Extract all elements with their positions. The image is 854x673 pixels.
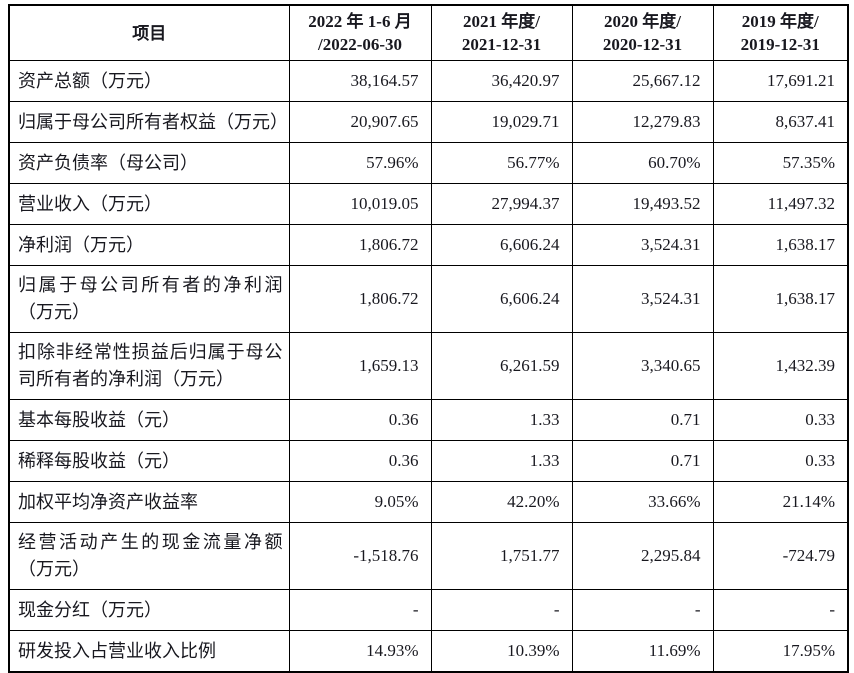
cell-value: 3,340.65 — [571, 332, 714, 400]
table-row: 经营活动产生的现金流量净额（万元） -1,518.76 1,751.77 2,2… — [8, 522, 849, 590]
cell-value: 1.33 — [430, 399, 573, 441]
row-label: 经营活动产生的现金流量净额（万元） — [8, 522, 290, 590]
cell-value: 19,493.52 — [571, 183, 714, 225]
cell-value: 25,667.12 — [571, 60, 714, 102]
row-label: 归属于母公司所有者权益（万元） — [8, 101, 290, 143]
cell-value: 0.71 — [571, 440, 714, 482]
cell-value: 2,295.84 — [571, 522, 714, 590]
cell-value: - — [712, 589, 849, 631]
cell-value: - — [571, 589, 714, 631]
table-row: 基本每股收益（元） 0.36 1.33 0.71 0.33 — [8, 399, 849, 441]
cell-value: 1,432.39 — [712, 332, 849, 400]
table-row: 归属于母公司所有者权益（万元） 20,907.65 19,029.71 12,2… — [8, 101, 849, 143]
cell-value: 1,638.17 — [712, 224, 849, 266]
cell-value: 17,691.21 — [712, 60, 849, 102]
cell-value: 21.14% — [712, 481, 849, 523]
table-header-row: 项目 2022 年 1-6 月 /2022-06-30 2021 年度/ 202… — [8, 4, 849, 61]
table-row: 扣除非经常性损益后归属于母公司所有者的净利润（万元） 1,659.13 6,26… — [8, 332, 849, 400]
row-label: 资产负债率（母公司） — [8, 142, 290, 184]
table-row: 稀释每股收益（元） 0.36 1.33 0.71 0.33 — [8, 440, 849, 482]
cell-value: 1,751.77 — [430, 522, 573, 590]
cell-value: 57.35% — [712, 142, 849, 184]
cell-value: 1,638.17 — [712, 265, 849, 333]
cell-value: - — [430, 589, 573, 631]
cell-value: 10,019.05 — [288, 183, 432, 225]
cell-value: 3,524.31 — [571, 265, 714, 333]
table-row: 研发投入占营业收入比例 14.93% 10.39% 11.69% 17.95% — [8, 630, 849, 673]
row-label: 资产总额（万元） — [8, 60, 290, 102]
table-row: 现金分红（万元） - - - - — [8, 589, 849, 631]
cell-value: 38,164.57 — [288, 60, 432, 102]
cell-value: 3,524.31 — [571, 224, 714, 266]
cell-value: 56.77% — [430, 142, 573, 184]
cell-value: 42.20% — [430, 481, 573, 523]
cell-value: 6,606.24 — [430, 224, 573, 266]
cell-value: 0.36 — [288, 399, 432, 441]
cell-value: 20,907.65 — [288, 101, 432, 143]
column-header-2020: 2020 年度/ 2020-12-31 — [571, 4, 714, 61]
table-row: 营业收入（万元） 10,019.05 27,994.37 19,493.52 1… — [8, 183, 849, 225]
row-label: 扣除非经常性损益后归属于母公司所有者的净利润（万元） — [8, 332, 290, 400]
row-label: 净利润（万元） — [8, 224, 290, 266]
cell-value: -724.79 — [712, 522, 849, 590]
cell-value: 19,029.71 — [430, 101, 573, 143]
column-header-2022: 2022 年 1-6 月 /2022-06-30 — [288, 4, 432, 61]
row-label: 研发投入占营业收入比例 — [8, 630, 290, 673]
cell-value: 0.71 — [571, 399, 714, 441]
cell-value: 6,606.24 — [430, 265, 573, 333]
cell-value: 11,497.32 — [712, 183, 849, 225]
cell-value: 0.33 — [712, 440, 849, 482]
cell-value: 1,806.72 — [288, 265, 432, 333]
cell-value: 10.39% — [430, 630, 573, 673]
cell-value: 6,261.59 — [430, 332, 573, 400]
cell-value: 0.36 — [288, 440, 432, 482]
column-header-2019: 2019 年度/ 2019-12-31 — [712, 4, 849, 61]
cell-value: 8,637.41 — [712, 101, 849, 143]
cell-value: 33.66% — [571, 481, 714, 523]
cell-value: 1,659.13 — [288, 332, 432, 400]
cell-value: 11.69% — [571, 630, 714, 673]
cell-value: 27,994.37 — [430, 183, 573, 225]
financial-indicators-table: 项目 2022 年 1-6 月 /2022-06-30 2021 年度/ 202… — [8, 4, 849, 673]
cell-value: 9.05% — [288, 481, 432, 523]
row-label: 基本每股收益（元） — [8, 399, 290, 441]
cell-value: 57.96% — [288, 142, 432, 184]
column-header-2021: 2021 年度/ 2021-12-31 — [430, 4, 573, 61]
cell-value: 12,279.83 — [571, 101, 714, 143]
cell-value: 36,420.97 — [430, 60, 573, 102]
cell-value: 60.70% — [571, 142, 714, 184]
table-row: 净利润（万元） 1,806.72 6,606.24 3,524.31 1,638… — [8, 224, 849, 266]
table-row: 归属于母公司所有者的净利润（万元） 1,806.72 6,606.24 3,52… — [8, 265, 849, 333]
row-label: 现金分红（万元） — [8, 589, 290, 631]
row-label: 归属于母公司所有者的净利润（万元） — [8, 265, 290, 333]
cell-value: - — [288, 589, 432, 631]
row-label: 稀释每股收益（元） — [8, 440, 290, 482]
cell-value: -1,518.76 — [288, 522, 432, 590]
cell-value: 14.93% — [288, 630, 432, 673]
cell-value: 1,806.72 — [288, 224, 432, 266]
column-header-item: 项目 — [8, 4, 290, 61]
cell-value: 17.95% — [712, 630, 849, 673]
cell-value: 1.33 — [430, 440, 573, 482]
table-row: 加权平均净资产收益率 9.05% 42.20% 33.66% 21.14% — [8, 481, 849, 523]
table-row: 资产总额（万元） 38,164.57 36,420.97 25,667.12 1… — [8, 60, 849, 102]
cell-value: 0.33 — [712, 399, 849, 441]
table-row: 资产负债率（母公司） 57.96% 56.77% 60.70% 57.35% — [8, 142, 849, 184]
row-label: 营业收入（万元） — [8, 183, 290, 225]
row-label: 加权平均净资产收益率 — [8, 481, 290, 523]
